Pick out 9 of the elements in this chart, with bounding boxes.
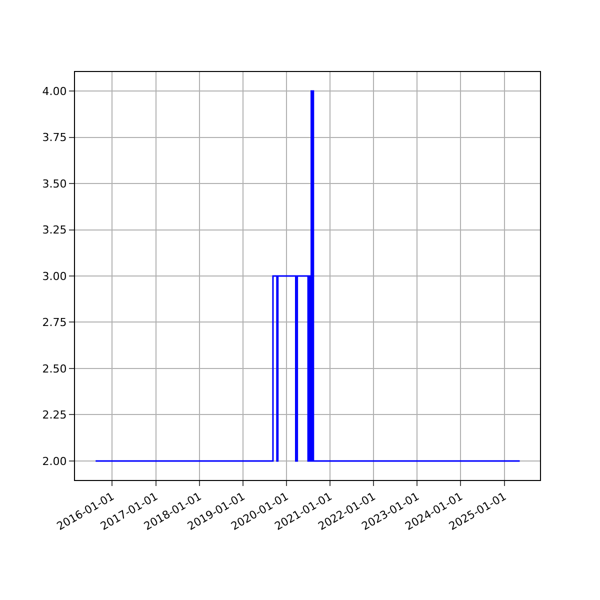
y-tick-label: 2.50 xyxy=(42,362,67,376)
y-tick-label: 3.25 xyxy=(42,224,67,237)
y-tick-label: 3.00 xyxy=(42,270,67,283)
y-tick-label: 3.50 xyxy=(42,177,67,190)
y-tick-label: 2.75 xyxy=(42,316,67,330)
y-tick-label: 2.00 xyxy=(42,454,67,468)
y-tick-label: 2.25 xyxy=(42,408,67,422)
y-tick-label: 3.75 xyxy=(42,131,67,144)
y-tick-label: 4.00 xyxy=(42,84,67,98)
